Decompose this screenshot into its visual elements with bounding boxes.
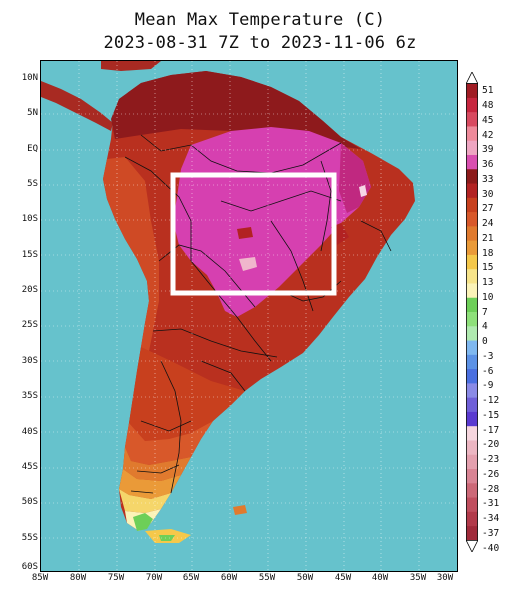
temperature-map	[41, 61, 457, 571]
colorbar-segment	[466, 312, 478, 327]
colorbar-tick-label: 7	[482, 306, 488, 318]
colorbar-tick-label: 10	[482, 291, 494, 303]
lat-label: 55S	[21, 533, 38, 543]
colorbar-tick-label: 4	[482, 321, 488, 333]
colorbar-tick-label: 13	[482, 277, 494, 289]
colorbar-segment	[466, 240, 478, 256]
colorbar-segment	[466, 511, 478, 527]
lat-label: 30S	[21, 356, 38, 366]
colorbar-segment	[466, 326, 478, 342]
colorbar-segment	[466, 454, 478, 470]
lon-label: 80W	[69, 573, 87, 583]
colorbar-segment	[466, 169, 478, 185]
colorbar-tick-label: -28	[482, 483, 500, 495]
colorbar-tick-label: 51	[482, 85, 494, 97]
lat-label: 15S	[21, 250, 38, 260]
colorbar-segment	[466, 383, 478, 399]
colorbar-segment	[466, 212, 478, 227]
lat-label: 10N	[21, 73, 38, 83]
lon-label: 60W	[220, 573, 238, 583]
colorbar-segment	[466, 183, 478, 199]
colorbar-segment	[466, 340, 478, 356]
lon-label: 65W	[182, 573, 200, 583]
map-subtitle: 2023-08-31 7Z to 2023-11-06 6z	[103, 33, 417, 53]
colorbar-bottom-arrow	[466, 540, 478, 552]
colorbar-segment	[466, 112, 478, 127]
colorbar-segment	[466, 254, 478, 270]
colorbar-segment	[466, 397, 478, 413]
colorbar-tick-label: 18	[482, 247, 494, 259]
lat-label: 5S	[27, 179, 38, 189]
colorbar-top-arrow	[466, 72, 478, 84]
map-frame	[40, 60, 458, 572]
colorbar-segment	[466, 440, 478, 456]
colorbar-segment	[466, 497, 478, 513]
colorbar-tick-label: 21	[482, 232, 494, 244]
colorbar-tick-label: -37	[482, 527, 500, 539]
colorbar-segment	[466, 283, 478, 299]
colorbar-segment	[466, 197, 478, 213]
colorbar-segment	[466, 411, 478, 427]
colorbar-tick-label: 48	[482, 100, 494, 112]
colorbar-segment	[466, 97, 478, 113]
colorbar-tick-label: -34	[482, 513, 500, 525]
lat-label: EQ	[27, 144, 38, 154]
lon-label: 70W	[145, 573, 163, 583]
colorbar-tick-label: -26	[482, 468, 500, 480]
lat-label: 10S	[21, 214, 38, 224]
lon-label: 50W	[296, 573, 314, 583]
colorbar-tick-label: -31	[482, 498, 500, 510]
lon-label: 75W	[107, 573, 125, 583]
colorbar-segment	[466, 354, 478, 370]
colorbar-tick-label: 24	[482, 218, 494, 230]
colorbar-segment	[466, 297, 478, 313]
lon-label: 55W	[258, 573, 276, 583]
colorbar-tick-label: -3	[482, 350, 494, 362]
colorbar-tick-label: 15	[482, 262, 494, 274]
map-title: Mean Max Temperature (C)	[134, 10, 386, 30]
colorbar	[466, 72, 478, 552]
colorbar-tick-label: 36	[482, 159, 494, 171]
lat-label: 40S	[21, 427, 38, 437]
colorbar-tick-label: 33	[482, 173, 494, 185]
colorbar-tick-label: -15	[482, 409, 500, 421]
colorbar-segment	[466, 369, 478, 384]
colorbar-segment	[466, 483, 478, 499]
colorbar-tick-label: -23	[482, 454, 500, 466]
colorbar-tick-label: 30	[482, 188, 494, 200]
colorbar-tick-label: -17	[482, 424, 500, 436]
colorbar-segment	[466, 154, 478, 170]
lat-label: 35S	[21, 391, 38, 401]
colorbar-tick-label: 27	[482, 203, 494, 215]
colorbar-tick-label: 0	[482, 336, 488, 348]
colorbar-tick-label: -9	[482, 380, 494, 392]
colorbar-tick-label: -12	[482, 395, 500, 407]
colorbar-tick-label: -40	[482, 542, 500, 554]
lat-label: 45S	[21, 462, 38, 472]
lat-label: 20S	[21, 285, 38, 295]
colorbar-segment	[466, 226, 478, 242]
lon-label: 85W	[31, 573, 49, 583]
colorbar-segment	[466, 83, 478, 99]
lon-label: 45W	[334, 573, 352, 583]
highlight-box	[170, 172, 337, 296]
colorbar-tick-label: -6	[482, 365, 494, 377]
lat-label: 25S	[21, 320, 38, 330]
colorbar-segment	[466, 140, 478, 156]
lon-label: 40W	[371, 573, 389, 583]
colorbar-segment	[466, 526, 478, 541]
lat-label: 5N	[27, 108, 38, 118]
colorbar-segment	[466, 426, 478, 441]
lon-label: 35W	[409, 573, 427, 583]
colorbar-segment	[466, 469, 478, 484]
lon-label: 30W	[436, 573, 454, 583]
colorbar-tick-label: 39	[482, 144, 494, 156]
lat-label: 50S	[21, 497, 38, 507]
colorbar-segment	[466, 126, 478, 142]
colorbar-segment	[466, 269, 478, 284]
lat-label: 60S	[21, 562, 38, 572]
colorbar-tick-label: 45	[482, 114, 494, 126]
colorbar-tick-label: -20	[482, 439, 500, 451]
colorbar-tick-label: 42	[482, 129, 494, 141]
